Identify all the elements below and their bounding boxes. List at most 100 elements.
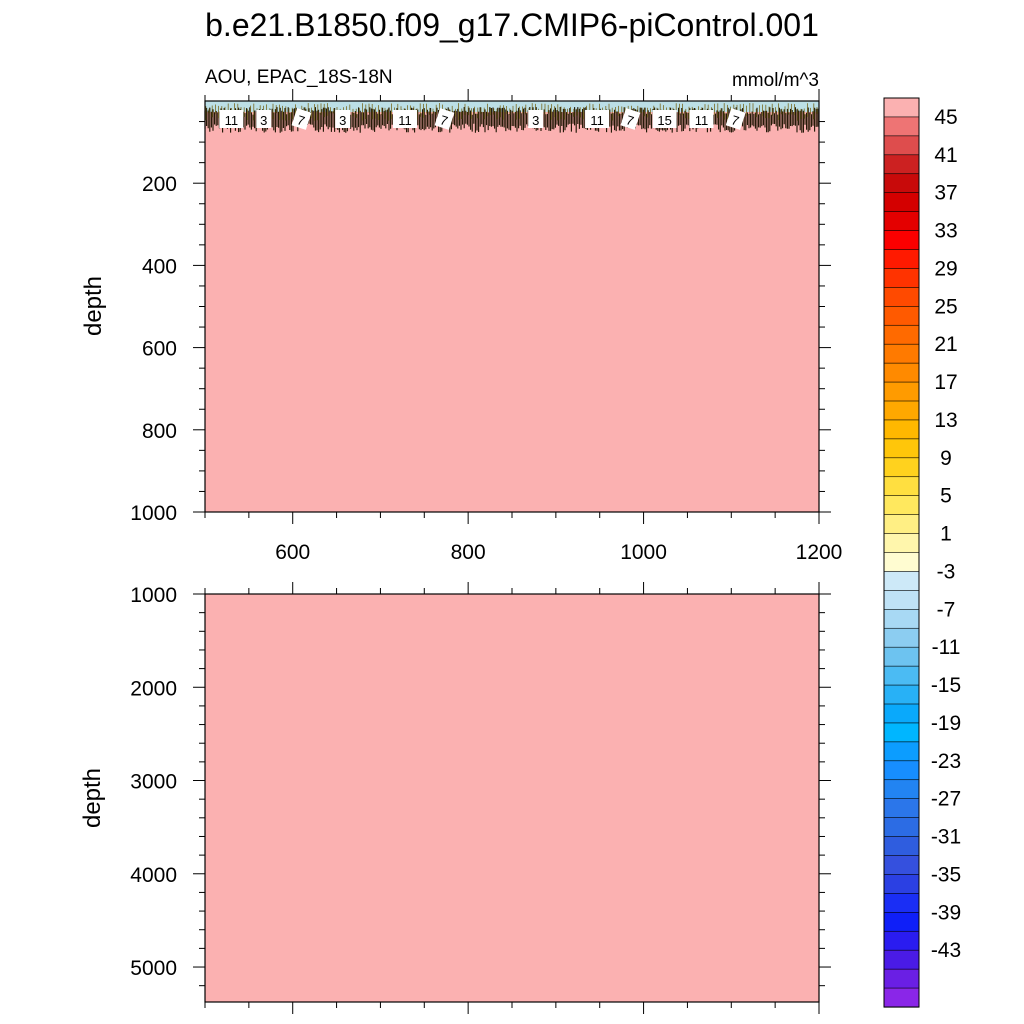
colorbar-label: 17 bbox=[934, 371, 957, 394]
colorbar-label: 1 bbox=[940, 523, 952, 546]
colorbar-label: 13 bbox=[934, 409, 957, 432]
contour-label-text: 11 bbox=[398, 113, 412, 128]
colorbar-swatch bbox=[883, 930, 920, 951]
colorbar-swatch bbox=[883, 192, 920, 213]
upper-left-string: AOU, EPAC_18S-18N bbox=[205, 67, 393, 88]
lower-panel-fill bbox=[205, 594, 819, 1002]
colorbar-label: 9 bbox=[940, 447, 952, 470]
colorbar-swatch bbox=[883, 552, 920, 573]
colorbar-labels: 45 41 37 33 29 25 21 17 13 9 5 1 -3 -7 -11 -15 -19 -23 -27… bbox=[931, 106, 961, 962]
colorbar-swatch bbox=[883, 912, 920, 932]
colorbar-swatch bbox=[883, 476, 920, 497]
colorbar-label: 21 bbox=[934, 333, 957, 356]
figure-title: b.e21.B1850.f09_g17.CMIP6-piControl.001 bbox=[205, 7, 819, 43]
contour-label-box bbox=[434, 108, 455, 130]
contour-label-box bbox=[528, 110, 544, 128]
upper-y-axis-label: depth bbox=[80, 276, 107, 336]
contour-label-text: 15 bbox=[657, 113, 671, 128]
colorbar-swatch bbox=[883, 514, 920, 535]
colorbar-label: 25 bbox=[934, 295, 957, 318]
contour-label-text: 3 bbox=[339, 113, 346, 128]
colorbar-swatch bbox=[883, 968, 920, 989]
contour-label-text: 3 bbox=[532, 113, 539, 128]
contour-label-box bbox=[725, 108, 746, 130]
contour-label-text: 11 bbox=[225, 113, 239, 128]
upper-y-tick-label: 800 bbox=[142, 420, 177, 443]
colorbar-swatch bbox=[883, 154, 920, 175]
colorbar-swatch bbox=[883, 97, 920, 118]
contour-label-box bbox=[652, 110, 677, 128]
colorbar bbox=[883, 97, 920, 1008]
colorbar-swatch bbox=[883, 703, 920, 724]
colorbar-label: -3 bbox=[937, 560, 956, 583]
colorbar-swatch bbox=[883, 211, 920, 232]
contour-label: 7 bbox=[434, 108, 455, 130]
colorbar-label: 45 bbox=[934, 106, 957, 129]
contour-label-text: 7 bbox=[438, 112, 450, 129]
colorbar-label: 29 bbox=[934, 257, 957, 280]
contour-label: 7 bbox=[620, 108, 641, 130]
colorbar-frame bbox=[883, 97, 920, 1008]
colorbar-label: 41 bbox=[934, 144, 957, 167]
lower-y-tick-label: 2000 bbox=[130, 677, 177, 700]
colorbar-label: -23 bbox=[931, 750, 961, 773]
colorbar-swatch bbox=[883, 116, 920, 137]
colorbar-swatch bbox=[883, 893, 920, 913]
colorbar-label: -31 bbox=[931, 826, 961, 849]
contour-label: 7 bbox=[291, 108, 312, 130]
contour-label-text: 7 bbox=[295, 112, 307, 129]
contour-label-box bbox=[256, 110, 272, 128]
colorbar-swatch bbox=[883, 741, 920, 762]
colorbar-swatch bbox=[883, 230, 920, 251]
lower-axis-ticks: 1000 2000 3000 4000 5000 bbox=[130, 582, 831, 1014]
contour-label-text: 7 bbox=[624, 112, 636, 129]
colorbar-swatch bbox=[883, 874, 920, 894]
contour-label-box bbox=[689, 110, 714, 128]
colorbar-swatch bbox=[883, 665, 920, 686]
upper-right-string: mmol/m^3 bbox=[732, 70, 819, 91]
colorbar-swatch bbox=[883, 571, 920, 591]
contour-label-box bbox=[392, 110, 417, 128]
colorbar-label: -19 bbox=[931, 712, 961, 735]
contour-label: 3 bbox=[256, 110, 272, 128]
upper-x-tick-label: 1000 bbox=[620, 541, 667, 564]
colorbar-swatch bbox=[883, 268, 920, 288]
contour-label: 11 bbox=[219, 110, 244, 128]
contour-label: 11 bbox=[392, 110, 417, 128]
lower-y-tick-label: 5000 bbox=[130, 957, 177, 980]
colorbar-label: -43 bbox=[931, 939, 961, 962]
lower-y-axis-label: depth bbox=[79, 768, 106, 828]
colorbar-swatch bbox=[883, 381, 920, 402]
colorbar-label: -27 bbox=[931, 788, 961, 811]
colorbar-swatch bbox=[883, 855, 920, 876]
upper-contour-labels: 11 3 7 3 11 7 3 11 7 15 11 7 bbox=[219, 108, 746, 130]
colorbar-swatch bbox=[883, 287, 920, 307]
upper-y-tick-label: 200 bbox=[142, 173, 177, 196]
colorbar-label: -11 bbox=[932, 636, 961, 659]
colorbar-swatch bbox=[883, 722, 920, 743]
colorbar-swatch bbox=[883, 324, 920, 345]
contour-label-text: 11 bbox=[590, 113, 604, 128]
colorbar-label: -7 bbox=[937, 598, 956, 621]
upper-x-tick-label: 800 bbox=[451, 541, 486, 564]
upper-axis-ticks: 600 800 1000 1200 200 400 600 800 1000 bbox=[130, 89, 842, 564]
colorbar-swatch bbox=[883, 400, 920, 421]
colorbar-swatch bbox=[883, 798, 920, 819]
colorbar-swatch bbox=[883, 817, 920, 838]
contour-label-box bbox=[335, 110, 351, 128]
colorbar-swatch bbox=[883, 362, 920, 383]
lower-y-tick-label: 3000 bbox=[130, 771, 177, 794]
lower-panel: 1000 2000 3000 4000 5000 depth bbox=[79, 582, 831, 1014]
contour-label-box bbox=[585, 110, 610, 128]
colorbar-swatch bbox=[883, 306, 920, 326]
colorbar-label: -35 bbox=[931, 863, 961, 886]
colorbar-swatch bbox=[883, 609, 920, 629]
colorbar-swatch bbox=[883, 438, 920, 459]
contour-label: 11 bbox=[689, 110, 714, 128]
contour-label: 3 bbox=[335, 110, 351, 128]
contour-label: 11 bbox=[585, 110, 610, 128]
contour-label-text: 7 bbox=[729, 112, 741, 129]
contour-label-box bbox=[219, 110, 244, 128]
upper-x-tick-label: 1200 bbox=[796, 541, 843, 564]
contour-label-text: 11 bbox=[695, 113, 709, 128]
